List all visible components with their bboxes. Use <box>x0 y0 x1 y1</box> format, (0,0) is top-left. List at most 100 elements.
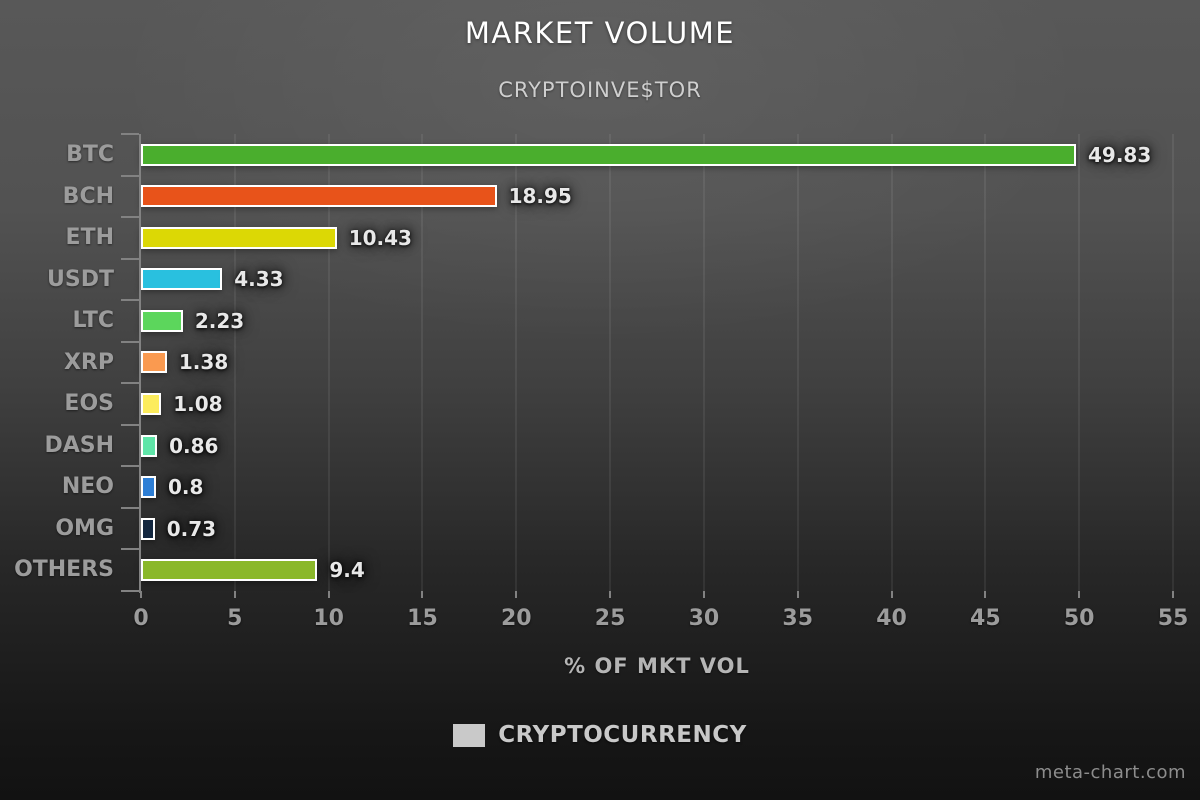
y-axis-tick <box>121 465 139 468</box>
gridline <box>890 134 893 591</box>
bar-value: 9.4 <box>329 558 365 583</box>
y-axis-tick <box>121 590 139 592</box>
bar-usdt <box>141 268 223 291</box>
gridline <box>1172 134 1174 591</box>
gridline <box>515 134 518 591</box>
gridline <box>1078 134 1081 591</box>
gridline <box>702 134 705 591</box>
bar-xrp <box>141 351 167 374</box>
bar-row: 9.4 <box>141 549 1173 591</box>
bar-row: 0.73 <box>141 508 1173 550</box>
bar-row: 1.38 <box>141 342 1173 384</box>
x-axis-label: % OF MKT VOL <box>564 654 750 678</box>
x-axis-tick <box>327 591 330 598</box>
y-axis-tick <box>121 174 139 177</box>
bar-row: 0.8 <box>141 466 1173 508</box>
x-axis-tick <box>984 591 987 598</box>
bar-value: 2.23 <box>194 308 245 333</box>
bar-row: 49.83 <box>141 134 1173 176</box>
bar-eth <box>141 226 337 249</box>
x-axis-tick <box>609 591 612 598</box>
x-axis-tick <box>890 591 893 598</box>
bar-value: 4.33 <box>234 267 284 292</box>
x-axis-tick <box>1172 591 1174 598</box>
bar-row: 10.43 <box>141 217 1173 259</box>
bar-ltc <box>141 309 183 332</box>
bar-bch <box>141 185 497 208</box>
bar-value: 10.43 <box>348 225 412 250</box>
bar-dash <box>141 434 158 457</box>
x-tick-label: 40 <box>876 606 907 631</box>
y-label-bch: BCH <box>62 183 114 209</box>
bar-value: 49.83 <box>1087 142 1152 167</box>
x-tick-label: 55 <box>1157 606 1189 631</box>
y-axis-tick <box>121 299 139 302</box>
bar-value: 0.73 <box>166 516 217 541</box>
y-axis-tick <box>121 423 139 426</box>
y-axis-line <box>139 134 141 593</box>
y-axis-tick <box>121 133 139 135</box>
y-label-eos: EOS <box>64 391 114 417</box>
y-axis-tick <box>121 340 139 343</box>
y-label-dash: DASH <box>44 432 114 458</box>
x-tick-label: 25 <box>594 606 626 631</box>
watermark: meta-chart.com <box>1034 762 1186 783</box>
x-tick-label: 50 <box>1063 606 1095 631</box>
bar-value: 18.95 <box>508 184 572 209</box>
y-label-xrp: XRP <box>63 349 114 375</box>
x-tick-label: 0 <box>133 606 149 631</box>
y-axis-tick <box>121 257 139 260</box>
x-axis-tick <box>796 591 799 598</box>
bar-others <box>141 559 318 582</box>
gridline <box>421 134 424 591</box>
gridline <box>609 134 612 591</box>
plot-area: 49.83 18.95 10.43 4.33 2.23 1.38 1.08 0.86 0.8 0.… <box>141 134 1174 591</box>
gridline <box>796 134 799 591</box>
legend-label: CRYPTOCURRENCY <box>498 722 747 748</box>
x-tick-label: 35 <box>782 606 814 631</box>
bar-row: 4.33 <box>141 259 1173 301</box>
x-tick-label: 10 <box>313 606 344 631</box>
x-tick-label: 5 <box>227 606 243 631</box>
y-label-eth: ETH <box>65 225 114 251</box>
bar-value: 0.8 <box>168 475 204 500</box>
gridline <box>233 134 236 591</box>
y-label-usdt: USDT <box>47 266 114 292</box>
bar-btc <box>141 143 1076 166</box>
bar-neo <box>141 476 156 499</box>
bar-omg <box>141 517 155 540</box>
x-axis-tick <box>515 591 518 598</box>
y-label-others: OTHERS <box>14 557 114 583</box>
gridline <box>327 134 330 591</box>
x-tick-label: 20 <box>500 606 532 631</box>
gridline <box>984 134 987 591</box>
y-label-omg: OMG <box>55 515 114 541</box>
x-axis-tick <box>233 591 236 598</box>
y-axis-tick <box>121 548 139 551</box>
chart-title: MARKET VOLUME <box>464 16 736 50</box>
x-tick-label: 30 <box>688 606 720 631</box>
x-tick-label: 15 <box>407 606 438 631</box>
bar-value: 1.38 <box>178 350 229 375</box>
bar-eos <box>141 393 162 416</box>
bar-row: 18.95 <box>141 176 1173 218</box>
y-axis-tick <box>121 216 139 219</box>
x-axis-tick <box>1078 591 1081 598</box>
x-tick-label: 45 <box>970 606 1001 631</box>
x-axis-tick <box>421 591 424 598</box>
bar-value: 0.86 <box>169 433 219 458</box>
y-axis-category-labels: BTC BCH ETH USDT LTC XRP EOS DASH NEO OMG OTHERS <box>0 134 114 591</box>
y-axis-tick <box>121 382 139 385</box>
y-label-ltc: LTC <box>72 308 114 334</box>
legend: CRYPTOCURRENCY <box>0 722 1200 748</box>
y-axis-tick <box>121 506 139 509</box>
y-label-btc: BTC <box>66 142 114 167</box>
bar-row: 1.08 <box>141 383 1173 425</box>
x-axis-tick <box>702 591 705 598</box>
y-label-neo: NEO <box>61 474 114 500</box>
bar-value: 1.08 <box>173 392 223 417</box>
x-axis-tick <box>140 591 142 598</box>
legend-swatch-icon <box>453 723 486 747</box>
bar-row: 0.86 <box>141 425 1173 467</box>
